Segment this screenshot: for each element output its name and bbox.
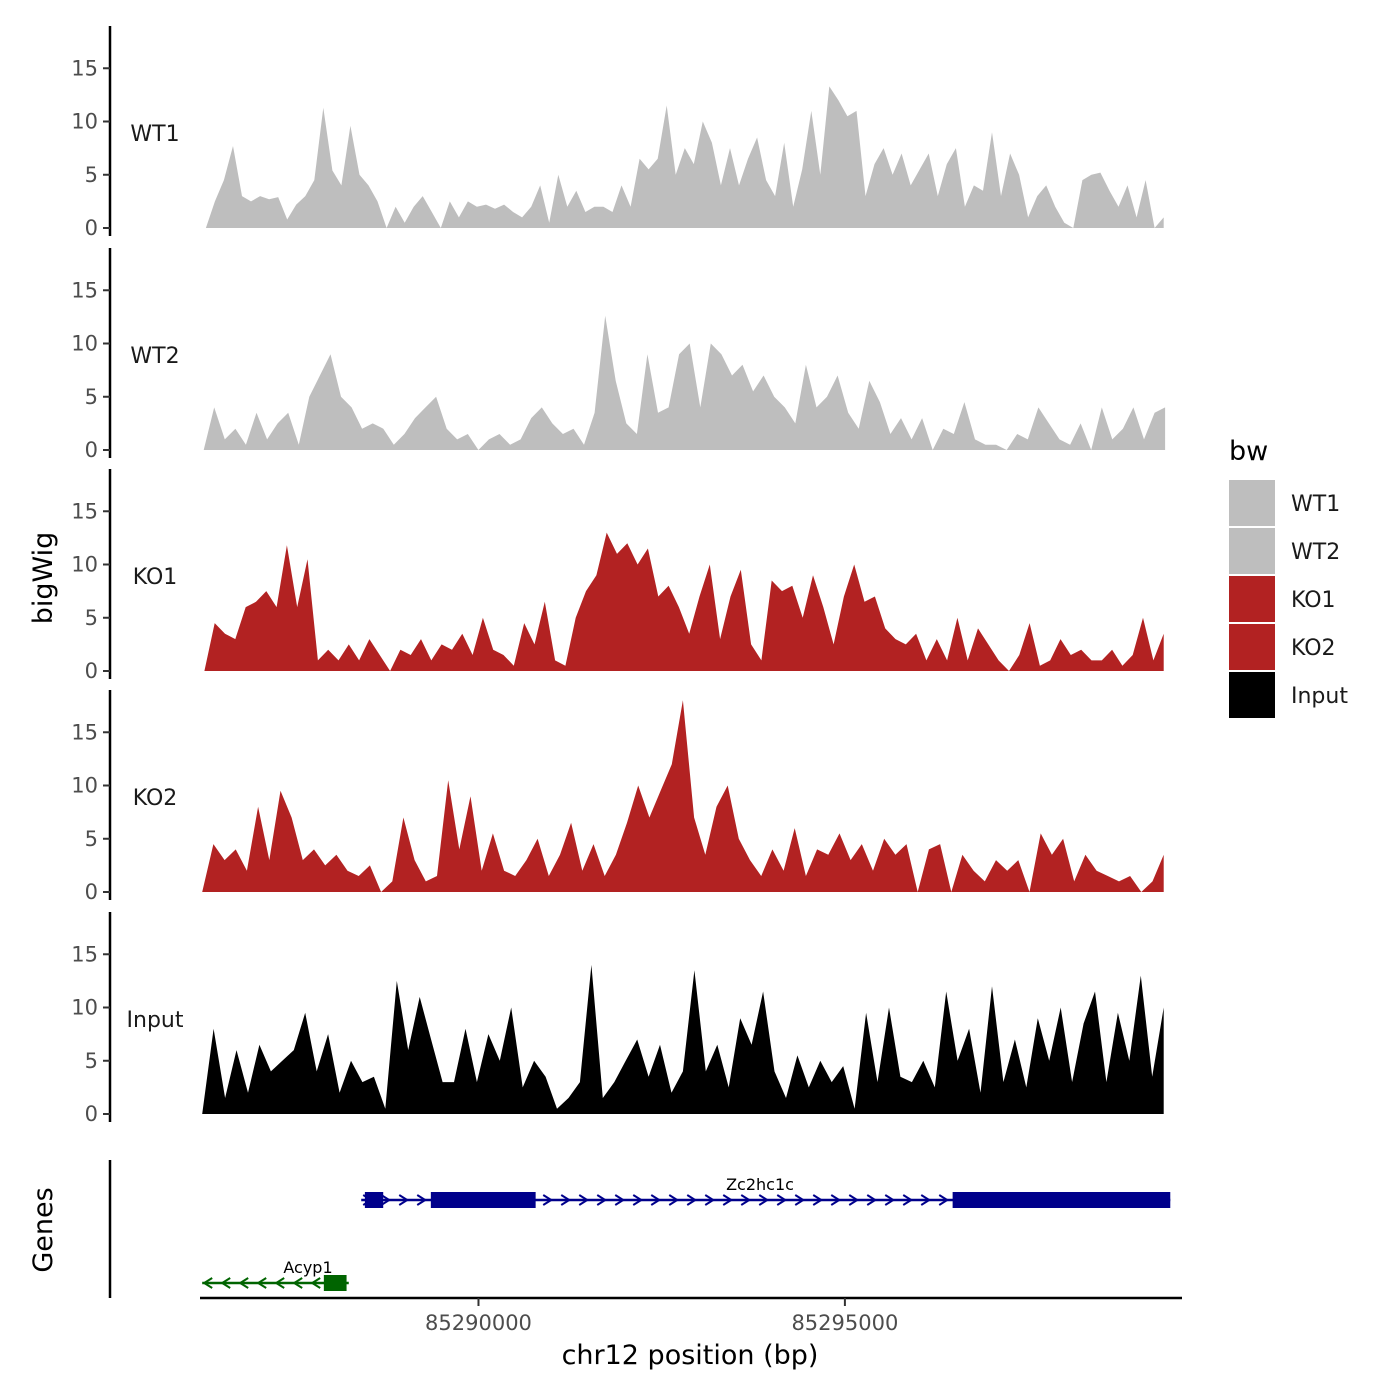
bigwig-tracks: 0 5 10 15 WT1 0 5 10 15 WT2 0 5 10 15 KO1 0 5 10 15 KO2 0 5 10… [71, 26, 1166, 1126]
y-tick-label: 0 [85, 1102, 98, 1126]
signal-area-input [202, 964, 1164, 1114]
y-tick-label: 10 [71, 996, 98, 1020]
y-tick-label: 0 [85, 216, 98, 240]
strand-arrow [614, 1194, 626, 1206]
signal-area-ko1 [204, 532, 1164, 671]
strand-arrow [686, 1194, 698, 1206]
strand-arrow [578, 1194, 590, 1206]
gene-label-acyp1: Acyp1 [283, 1258, 332, 1277]
strand-arrow [920, 1194, 932, 1206]
y-tick-label: 5 [85, 385, 98, 409]
strand-arrow [902, 1194, 914, 1206]
strand-arrow [650, 1194, 662, 1206]
track-panel-wt2: 0 5 10 15 WT2 [71, 248, 1166, 462]
gene-label-zc2hc1c: Zc2hc1c [726, 1175, 794, 1194]
y-tick-label: 0 [85, 438, 98, 462]
legend-key-ko1 [1229, 576, 1275, 622]
track-panel-input: 0 5 10 15 Input [71, 912, 1164, 1126]
legend-label-input: Input [1291, 684, 1348, 709]
gene-zc2hc1c: Zc2hc1c [361, 1175, 1171, 1208]
legend: bw WT1 WT2 KO1 KO2 Input [1229, 436, 1348, 718]
x-axis: 85290000 85295000 [200, 1296, 1182, 1335]
strand-arrow [668, 1194, 680, 1206]
strand-arrow [380, 1194, 392, 1206]
y-tick-label: 0 [85, 880, 98, 904]
strand-arrow [256, 1277, 267, 1289]
legend-key-wt1 [1229, 480, 1275, 526]
gene-track: Zc2hc1c Acyp1 [108, 1160, 1171, 1298]
track-label-ko2: KO2 [133, 786, 178, 811]
strand-arrow [560, 1194, 572, 1206]
y-tick-label: 15 [71, 278, 98, 302]
legend-label-ko2: KO2 [1291, 636, 1336, 661]
y-axis-title: bigWig [28, 532, 59, 625]
y-tick-label: 15 [71, 499, 98, 523]
y-tick-label: 0 [85, 659, 98, 683]
signal-area-wt1 [205, 86, 1164, 229]
y-tick-label: 10 [71, 110, 98, 134]
y-tick-label: 15 [71, 942, 98, 966]
legend-label-wt1: WT1 [1291, 492, 1340, 517]
gene-exon [364, 1192, 384, 1208]
strand-arrow [202, 1277, 213, 1289]
strand-arrow [758, 1194, 770, 1206]
y-tick-label: 5 [85, 606, 98, 630]
strand-arrow [812, 1194, 824, 1206]
track-panel-wt1: 0 5 10 15 WT1 [71, 26, 1164, 240]
y-tick-label: 15 [71, 56, 98, 80]
strand-arrow [722, 1194, 734, 1206]
signal-area-ko2 [202, 700, 1164, 892]
y-tick-label: 10 [71, 332, 98, 356]
y-tick-label: 5 [85, 1049, 98, 1073]
strand-arrow [866, 1194, 878, 1206]
strand-arrow [632, 1194, 644, 1206]
legend-title: bw [1229, 436, 1268, 467]
x-tick-label: 85290000 [425, 1311, 532, 1335]
track-panel-ko2: 0 5 10 15 KO2 [71, 690, 1164, 904]
y-tick-label: 15 [71, 720, 98, 744]
y-tick-label: 5 [85, 163, 98, 187]
track-label-wt1: WT1 [130, 122, 179, 147]
strand-arrow [398, 1194, 410, 1206]
y-tick-label: 10 [71, 553, 98, 577]
track-panel-ko1: 0 5 10 15 KO1 [71, 469, 1164, 683]
legend-key-wt2 [1229, 528, 1275, 574]
legend-key-ko2 [1229, 624, 1275, 670]
strand-arrow [740, 1194, 752, 1206]
genes-axis-title: Genes [28, 1187, 59, 1272]
strand-arrow [292, 1277, 303, 1289]
strand-arrow [884, 1194, 896, 1206]
strand-arrow [848, 1194, 860, 1206]
signal-area-wt2 [203, 315, 1166, 450]
strand-arrow [830, 1194, 842, 1206]
legend-label-wt2: WT2 [1291, 540, 1340, 565]
strand-arrow [542, 1194, 554, 1206]
strand-arrow [274, 1277, 285, 1289]
gene-exon [952, 1192, 1171, 1208]
y-tick-label: 10 [71, 774, 98, 798]
track-label-ko1: KO1 [133, 565, 178, 590]
y-tick-label: 5 [85, 827, 98, 851]
gene-acyp1: Acyp1 [202, 1258, 349, 1291]
strand-arrow [938, 1194, 950, 1206]
track-label-wt2: WT2 [130, 344, 179, 369]
strand-arrow [416, 1194, 428, 1206]
strand-arrow [596, 1194, 608, 1206]
strand-arrow [794, 1194, 806, 1206]
strand-arrow [776, 1194, 788, 1206]
x-axis-title: chr12 position (bp) [562, 1340, 819, 1371]
gene-exon [430, 1192, 536, 1208]
x-tick-label: 85295000 [791, 1311, 898, 1335]
legend-label-ko1: KO1 [1291, 588, 1336, 613]
strand-arrow [238, 1277, 249, 1289]
strand-arrow [220, 1277, 231, 1289]
strand-arrow [704, 1194, 716, 1206]
track-label-input: Input [127, 1008, 184, 1033]
strand-arrow [310, 1277, 321, 1289]
legend-key-input [1229, 672, 1275, 718]
gene-exon [323, 1275, 347, 1291]
